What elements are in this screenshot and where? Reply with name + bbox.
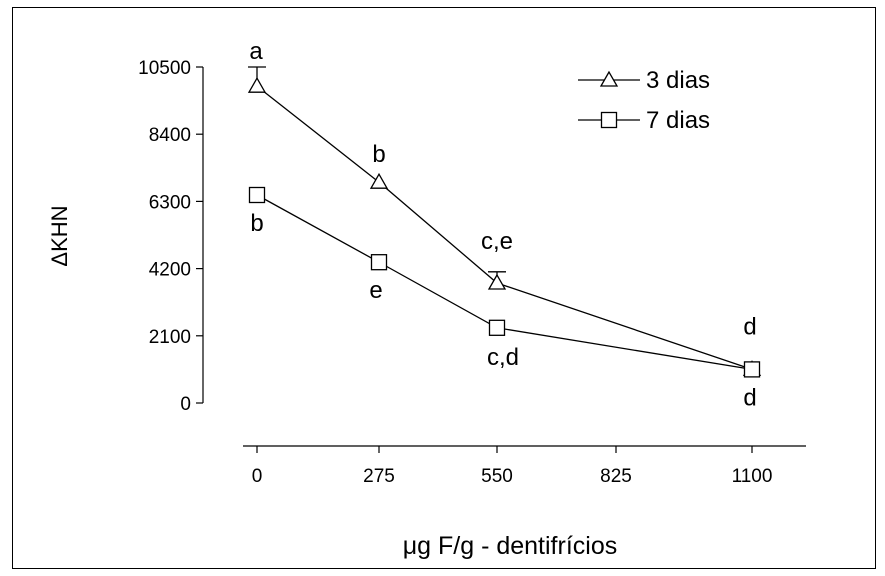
significance-label: e — [369, 277, 382, 304]
x-tick-label: 1100 — [732, 466, 773, 487]
y-tick-label: 2100 — [149, 327, 191, 348]
x-tick-label: 825 — [600, 466, 632, 487]
series-layer: a b c,e d b e c,d d — [247, 38, 762, 411]
legend-item: 7 dias — [578, 107, 710, 134]
data-point — [743, 361, 761, 378]
axes: 0 2100 4200 6300 8400 10500 0 275 550 825 1100 — [138, 58, 806, 487]
legend-label: 7 dias — [646, 107, 710, 134]
series-line — [256, 85, 753, 371]
legend-marker — [599, 70, 619, 87]
legend-label: 3 dias — [646, 67, 710, 94]
data-point — [247, 76, 267, 93]
y-axis-label: ΔKHN — [47, 205, 72, 266]
data-point — [248, 186, 266, 204]
y-tick-label: 4200 — [149, 260, 191, 281]
significance-label: c,e — [481, 228, 513, 255]
y-tick-label: 0 — [180, 394, 191, 415]
chart-frame — [12, 7, 876, 569]
y-tick-label: 6300 — [149, 192, 191, 213]
data-point — [370, 254, 388, 271]
significance-label: b — [372, 141, 385, 168]
significance-label: c,d — [487, 344, 519, 371]
series-line — [256, 194, 753, 371]
y-tick-label: 8400 — [149, 125, 191, 146]
data-point — [369, 172, 389, 189]
x-tick-label: 275 — [363, 466, 395, 487]
x-tick-label: 0 — [252, 466, 263, 487]
legend: 3 dias 7 dias — [578, 67, 710, 134]
x-tick-label: 550 — [481, 466, 513, 487]
legend-marker — [600, 111, 618, 129]
significance-label: d — [743, 384, 756, 411]
series-1: b e c,d d — [248, 186, 761, 411]
legend-item: 3 dias — [578, 67, 710, 94]
significance-label: b — [250, 210, 263, 237]
significance-label: a — [249, 38, 263, 65]
x-axis-label: μg F/g - dentifrícios — [403, 532, 617, 560]
data-point — [488, 319, 506, 336]
y-tick-label: 10500 — [138, 58, 191, 79]
data-point — [487, 273, 507, 290]
significance-label: d — [743, 313, 756, 340]
